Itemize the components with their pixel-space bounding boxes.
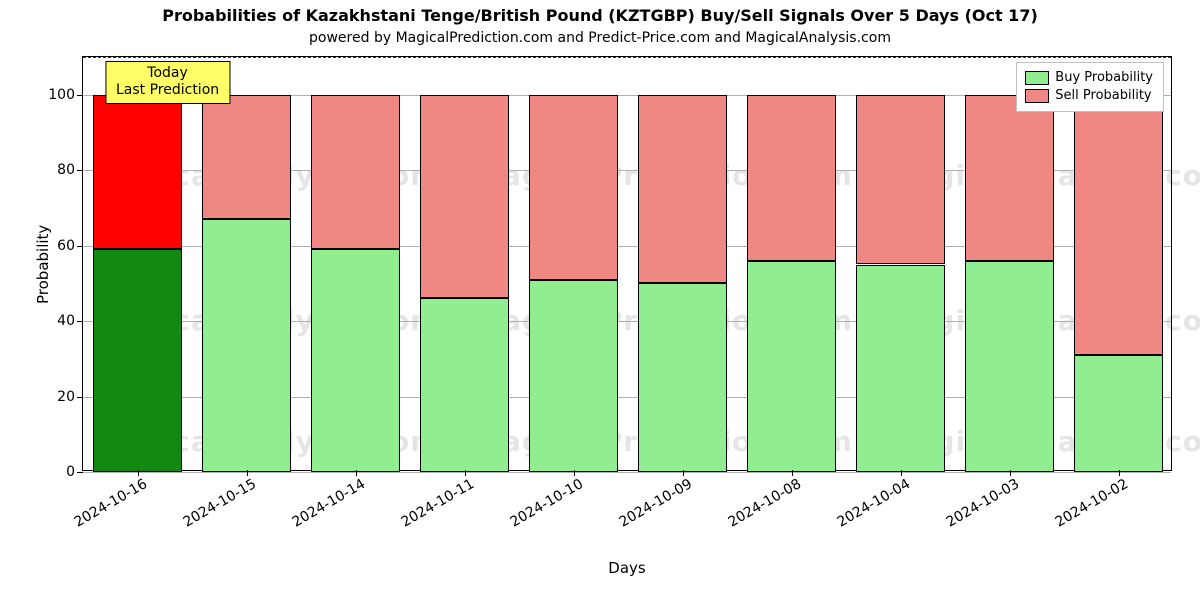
xtick-mark <box>1119 470 1120 476</box>
legend-swatch <box>1025 71 1049 85</box>
xtick-mark <box>356 470 357 476</box>
ytick-label: 60 <box>57 238 83 254</box>
legend-label: Buy Probability <box>1055 69 1153 87</box>
axes-frame: MagicalAnalysis.com | MagicalPrediction.… <box>82 56 1172 471</box>
legend-label: Sell Probability <box>1055 87 1151 105</box>
xtick-mark <box>1010 470 1011 476</box>
xtick-mark <box>574 470 575 476</box>
sell-bar <box>1074 95 1163 355</box>
buy-bar <box>1074 355 1163 472</box>
sell-bar <box>311 95 400 250</box>
sell-bar <box>638 95 727 284</box>
xtick-label: 2024-10-08 <box>725 476 803 531</box>
xtick-label: 2024-10-14 <box>289 476 367 531</box>
bar-group <box>856 57 945 470</box>
bar-group <box>529 57 618 470</box>
sell-bar <box>529 95 618 280</box>
xtick-mark <box>247 470 248 476</box>
buy-bar <box>747 261 836 472</box>
buy-bar <box>529 280 618 472</box>
xtick-mark <box>683 470 684 476</box>
sell-bar <box>747 95 836 261</box>
xtick-label: 2024-10-10 <box>507 476 585 531</box>
xtick-label: 2024-10-02 <box>1052 476 1130 531</box>
bar-group <box>420 57 509 470</box>
buy-bar <box>93 249 182 472</box>
sell-bar <box>965 95 1054 261</box>
legend-item: Sell Probability <box>1025 87 1153 105</box>
ytick-label: 20 <box>57 389 83 405</box>
xtick-label: 2024-10-16 <box>71 476 149 531</box>
sell-bar <box>93 95 182 250</box>
ytick-label: 80 <box>57 162 83 178</box>
plot-area: MagicalAnalysis.com | MagicalPrediction.… <box>83 57 1171 470</box>
today-annotation: TodayLast Prediction <box>105 61 230 104</box>
xtick-mark <box>465 470 466 476</box>
x-axis-label: Days <box>82 559 1172 577</box>
xtick-label: 2024-10-11 <box>398 476 476 531</box>
bar-group <box>93 57 182 470</box>
chart-subtitle: powered by MagicalPrediction.com and Pre… <box>0 30 1200 46</box>
legend-item: Buy Probability <box>1025 69 1153 87</box>
buy-bar <box>311 249 400 472</box>
xtick-label: 2024-10-15 <box>180 476 258 531</box>
bar-group <box>1074 57 1163 470</box>
xtick-label: 2024-10-03 <box>943 476 1021 531</box>
chart-title: Probabilities of Kazakhstani Tenge/Briti… <box>0 6 1200 25</box>
sell-bar <box>202 95 291 220</box>
buy-bar <box>202 219 291 472</box>
bar-group <box>202 57 291 470</box>
sell-bar <box>420 95 509 299</box>
figure: Probabilities of Kazakhstani Tenge/Briti… <box>0 0 1200 600</box>
xtick-mark <box>138 470 139 476</box>
bar-group <box>311 57 400 470</box>
legend: Buy ProbabilitySell Probability <box>1016 62 1164 112</box>
y-axis-label: Probability <box>34 224 52 303</box>
bar-group <box>747 57 836 470</box>
ytick-label: 40 <box>57 313 83 329</box>
buy-bar <box>638 283 727 472</box>
bar-group <box>638 57 727 470</box>
bar-group <box>965 57 1054 470</box>
buy-bar <box>965 261 1054 472</box>
ytick-label: 100 <box>48 87 83 103</box>
legend-swatch <box>1025 89 1049 103</box>
xtick-mark <box>792 470 793 476</box>
xtick-label: 2024-10-09 <box>616 476 694 531</box>
buy-bar <box>420 298 509 472</box>
xtick-mark <box>901 470 902 476</box>
xtick-label: 2024-10-04 <box>834 476 912 531</box>
sell-bar <box>856 95 945 265</box>
ytick-label: 0 <box>66 464 83 480</box>
buy-bar <box>856 265 945 473</box>
